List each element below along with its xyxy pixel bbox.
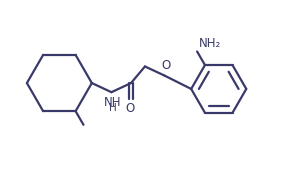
Text: NH₂: NH₂ — [199, 37, 221, 50]
Text: H: H — [108, 103, 116, 113]
Text: NH: NH — [104, 96, 121, 109]
Text: O: O — [126, 102, 135, 115]
Text: O: O — [161, 59, 170, 72]
